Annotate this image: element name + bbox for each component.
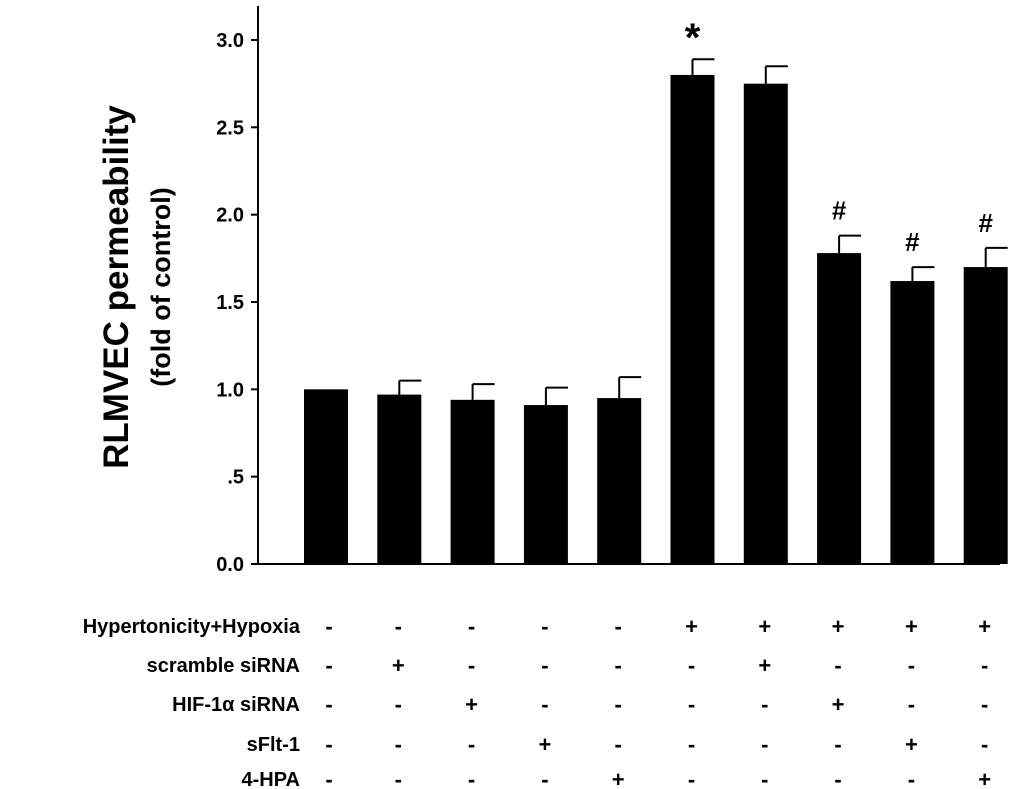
significance-hash: # bbox=[905, 227, 920, 257]
plus-sign: + bbox=[538, 732, 551, 757]
y-axis-title: RLMVEC permeability (fold of control) bbox=[97, 105, 176, 469]
significance-hash: # bbox=[832, 196, 847, 226]
plus-sign: + bbox=[832, 692, 845, 717]
y-tick-label: 2.5 bbox=[216, 117, 244, 139]
minus-sign: - bbox=[541, 767, 548, 789]
bar bbox=[523, 405, 568, 564]
significance-star: * bbox=[685, 16, 701, 60]
minus-sign: - bbox=[908, 767, 915, 789]
plus-sign: + bbox=[612, 767, 625, 789]
plus-sign: + bbox=[392, 653, 405, 678]
annotations: * # # # bbox=[685, 16, 994, 257]
bar bbox=[963, 267, 1008, 564]
plus-sign: + bbox=[905, 614, 918, 639]
condition-row-label: sFlt-1 bbox=[247, 734, 300, 756]
minus-sign: - bbox=[761, 767, 768, 789]
minus-sign: - bbox=[615, 732, 622, 757]
minus-sign: - bbox=[981, 653, 988, 678]
minus-sign: - bbox=[325, 767, 332, 789]
minus-sign: - bbox=[688, 653, 695, 678]
minus-sign: - bbox=[615, 692, 622, 717]
bar bbox=[743, 83, 788, 565]
significance-hash: # bbox=[978, 208, 993, 238]
minus-sign: - bbox=[395, 692, 402, 717]
minus-sign: - bbox=[395, 614, 402, 639]
bar bbox=[450, 399, 495, 564]
y-tick-label: 2.0 bbox=[216, 205, 244, 227]
minus-sign: - bbox=[688, 692, 695, 717]
minus-sign: - bbox=[541, 692, 548, 717]
y-axis-title-line2: (fold of control) bbox=[146, 187, 176, 386]
minus-sign: - bbox=[468, 767, 475, 789]
condition-row-label: scramble siRNA bbox=[147, 655, 300, 677]
bar bbox=[377, 394, 422, 564]
error-bars bbox=[398, 58, 1008, 406]
y-tick-label: 3.0 bbox=[216, 30, 244, 52]
minus-sign: - bbox=[395, 767, 402, 789]
y-tick-label: 0.0 bbox=[216, 554, 244, 576]
minus-sign: - bbox=[908, 692, 915, 717]
minus-sign: - bbox=[325, 653, 332, 678]
minus-sign: - bbox=[908, 653, 915, 678]
condition-row-label: Hypertonicity+Hypoxia bbox=[83, 616, 301, 638]
minus-sign: - bbox=[541, 653, 548, 678]
bars bbox=[304, 74, 1008, 565]
plus-sign: + bbox=[905, 732, 918, 757]
minus-sign: - bbox=[834, 732, 841, 757]
y-tick-label: 1.5 bbox=[216, 292, 244, 314]
plus-sign: + bbox=[832, 614, 845, 639]
minus-sign: - bbox=[834, 767, 841, 789]
minus-sign: - bbox=[688, 732, 695, 757]
minus-sign: - bbox=[468, 732, 475, 757]
minus-sign: - bbox=[981, 692, 988, 717]
condition-table: Hypertonicity+Hypoxia - - - - - + + + + + scramble … bbox=[83, 614, 991, 789]
minus-sign: - bbox=[541, 614, 548, 639]
bar bbox=[304, 389, 348, 564]
y-axis-title-line1: RLMVEC permeability bbox=[97, 105, 136, 469]
minus-sign: - bbox=[325, 692, 332, 717]
condition-row-label: HIF-1α siRNA bbox=[172, 694, 300, 716]
minus-sign: - bbox=[615, 653, 622, 678]
minus-sign: - bbox=[615, 614, 622, 639]
condition-row-label: 4-HPA bbox=[241, 769, 300, 789]
minus-sign: - bbox=[981, 732, 988, 757]
bar bbox=[670, 74, 715, 564]
plus-sign: + bbox=[978, 614, 991, 639]
plus-sign: + bbox=[465, 692, 478, 717]
bar bbox=[817, 253, 862, 565]
plus-sign: + bbox=[758, 614, 771, 639]
bar bbox=[597, 398, 642, 564]
minus-sign: - bbox=[761, 732, 768, 757]
minus-sign: - bbox=[834, 653, 841, 678]
minus-sign: - bbox=[468, 614, 475, 639]
plus-sign: + bbox=[978, 767, 991, 789]
minus-sign: - bbox=[688, 767, 695, 789]
minus-sign: - bbox=[761, 692, 768, 717]
minus-sign: - bbox=[325, 732, 332, 757]
minus-sign: - bbox=[395, 732, 402, 757]
y-tick-label: 1.0 bbox=[216, 379, 244, 401]
minus-sign: - bbox=[325, 614, 332, 639]
plus-sign: + bbox=[685, 614, 698, 639]
bar bbox=[890, 281, 935, 564]
plus-sign: + bbox=[758, 653, 771, 678]
minus-sign: - bbox=[468, 653, 475, 678]
y-tick-label: .5 bbox=[227, 467, 244, 489]
